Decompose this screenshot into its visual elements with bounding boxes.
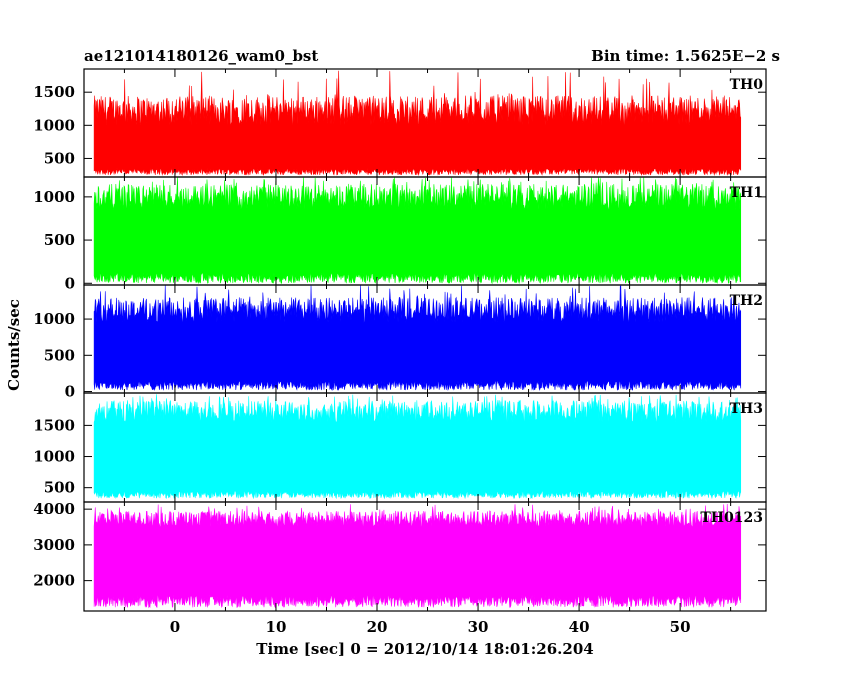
y-tick-label: 1500	[33, 416, 75, 434]
series-th3	[93, 394, 742, 500]
panel-th0123: TH0123 2000 3000 4000	[33, 500, 767, 612]
series-th2	[93, 285, 742, 392]
x-tick-label: 0	[170, 618, 180, 636]
panel-th0: TH0 500 1000 1500	[33, 68, 767, 178]
y-tick-label: 1000	[33, 188, 75, 206]
panel-label-th0123: TH0123	[700, 510, 763, 526]
y-tick-label: 500	[44, 479, 75, 497]
panel-th3: TH3 500 1000 1500	[33, 392, 767, 503]
y-tick-label: 2000	[33, 572, 75, 590]
y-tick-label: 4000	[33, 500, 75, 518]
panel-label-th3: TH3	[730, 401, 763, 417]
x-tick-label: 10	[266, 618, 287, 636]
x-axis-label: Time [sec] 0 = 2012/10/14 18:01:26.204	[256, 640, 593, 658]
panel-label-th0: TH0	[730, 77, 764, 93]
x-tick-label: 40	[569, 618, 590, 636]
figure-title: ae121014180126_wam0_bst	[84, 47, 318, 65]
series-th1	[93, 177, 742, 285]
x-tick-label: 20	[367, 618, 388, 636]
panel-label-th2: TH2	[730, 293, 763, 309]
y-tick-label: 500	[44, 149, 75, 167]
y-tick-label: 0	[65, 383, 75, 401]
panels: TH050010001500TH105001000TH205001000TH35…	[33, 68, 767, 636]
y-tick-label: 3000	[33, 536, 75, 554]
y-tick-label: 500	[44, 231, 75, 249]
panel-th2: TH2 0 500 1000	[33, 284, 767, 401]
y-tick-label: 500	[44, 346, 75, 364]
bin-time-label: Bin time: 1.5625E−2 s	[591, 47, 780, 65]
panel-th1: TH1 0 500 1000	[33, 176, 767, 292]
y-tick-label: 0	[65, 274, 75, 292]
series-th0	[93, 70, 742, 176]
x-tick-label: 50	[670, 618, 691, 636]
y-tick-label: 1000	[33, 310, 75, 328]
panel-label-th1: TH1	[730, 185, 763, 201]
y-axis-label: Counts/sec	[5, 299, 23, 391]
series-th0123	[93, 503, 742, 609]
panel-frame	[83, 501, 767, 612]
y-tick-label: 1000	[33, 116, 75, 134]
y-tick-label: 1500	[33, 83, 75, 101]
y-tick-label: 1000	[33, 448, 75, 466]
x-tick-label: 30	[468, 618, 489, 636]
